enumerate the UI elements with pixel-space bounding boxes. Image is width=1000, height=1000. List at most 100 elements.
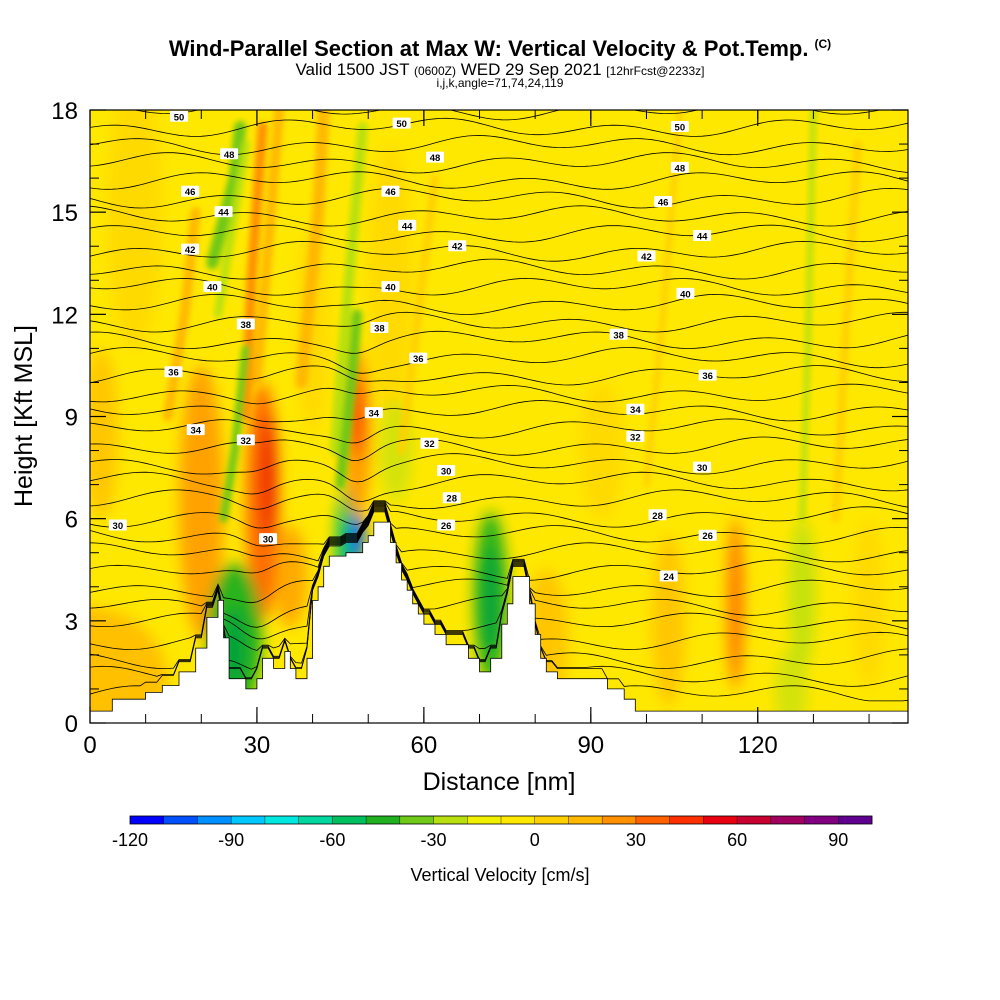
chart-subtitle: Valid 1500 JST (0600Z) WED 29 Sep 2021 [… [295,60,705,79]
theta-contour-label: 30 [259,533,278,546]
theta-contour-label: 28 [442,492,461,505]
isentrope-line [90,507,908,640]
theta-contour-label: 46 [654,195,673,208]
theta-contour-label: 50 [670,121,689,134]
colorbar-swatch [366,816,401,824]
colorbar-swatch [467,816,502,824]
svg-text:36: 36 [413,354,424,365]
x-tick-label: 90 [577,732,604,759]
isentrope-line [90,293,908,315]
colorbar-swatch [838,816,873,824]
theta-contour-label: 46 [181,185,200,198]
isentrope-line [132,110,883,121]
svg-text:40: 40 [385,283,396,294]
svg-text:30: 30 [697,463,708,474]
isentrope-line [90,471,908,502]
isentrope-line [90,224,908,243]
svg-text:30: 30 [441,466,452,477]
svg-text:42: 42 [452,242,463,253]
y-tick-label: 15 [51,200,78,227]
theta-contour-label: 48 [220,148,239,161]
svg-text:34: 34 [630,405,641,416]
colorbar-tick-label: 60 [727,830,747,850]
y-tick-label: 12 [51,302,78,329]
svg-text:50: 50 [675,123,686,134]
velocity-cell [852,518,886,689]
colorbar-swatch [298,816,333,824]
x-tick-label: 30 [244,732,271,759]
theta-contour-label: 48 [426,151,445,164]
isentrope-line [90,383,908,405]
isentrope-line [90,489,908,512]
colorbar-label: Vertical Velocity [cm/s] [410,865,589,885]
velocity-cell [368,144,413,417]
velocity-streak [219,344,250,523]
colorbar-tick-label: -30 [421,830,447,850]
svg-text:28: 28 [446,494,457,505]
colorbar-swatch [197,816,232,824]
svg-text:38: 38 [374,323,385,334]
colorbar-swatch [231,816,266,824]
theta-contour-label: 44 [398,219,417,232]
colorbar-tick-label: 90 [828,830,848,850]
svg-text:46: 46 [658,197,669,208]
velocity-streak [831,140,862,523]
y-tick-label: 3 [65,609,78,636]
colorbar-swatch [130,816,165,824]
svg-text:50: 50 [396,119,407,130]
svg-text:28: 28 [652,511,663,522]
colorbar-tick-label: -60 [319,830,345,850]
svg-text:44: 44 [218,208,229,219]
colorbar-swatch [433,816,468,824]
theta-contour-label: 26 [437,519,456,532]
velocity-cell [727,518,744,689]
isentrope-line [90,508,908,651]
isentrope-line [90,400,908,423]
svg-text:46: 46 [385,187,396,198]
colorbar-tick-label: -90 [218,830,244,850]
isentrope-line [90,503,908,563]
theta-contour-label: 50 [170,110,189,123]
colorbar-swatch [501,816,536,824]
theta-contour-label: 38 [236,318,255,331]
colorbar-tick-label: -120 [112,830,148,850]
colorbar-swatch [264,816,299,824]
svg-text:30: 30 [263,535,274,546]
y-tick-label: 18 [51,98,78,125]
theta-contour-label: 44 [214,206,233,219]
theta-contour-label: 42 [181,243,200,256]
theta-contour-label: 48 [670,161,689,174]
svg-text:38: 38 [241,320,252,331]
velocity-streak [335,309,363,490]
theta-contour-label: 36 [409,352,428,365]
x-axis-label: Distance [nm] [423,768,576,796]
svg-text:44: 44 [697,232,708,243]
x-tick-label: 60 [411,732,438,759]
isentrope-line [90,436,908,462]
svg-text:34: 34 [369,409,380,420]
svg-text:46: 46 [185,187,196,198]
svg-text:26: 26 [702,531,713,542]
svg-text:48: 48 [224,150,235,161]
theta-contour-label: 40 [381,281,400,294]
colorbar-swatch [163,816,198,824]
chart-title: Wind-Parallel Section at Max W: Vertical… [168,36,832,61]
terrain [90,521,908,723]
isentrope-line [90,171,908,190]
colorbar-swatch [804,816,839,824]
isentrope-line [90,240,908,262]
colorbar-tick-label: 0 [530,830,540,850]
svg-text:26: 26 [441,521,452,532]
theta-contour-label: 38 [370,321,389,334]
colorbar-swatch [602,816,637,824]
svg-text:32: 32 [630,432,641,443]
velocity-streak [251,110,285,388]
svg-text:38: 38 [613,330,624,341]
svg-text:40: 40 [680,289,691,300]
theta-contour-label: 30 [693,461,712,474]
theta-contour-label: 32 [236,434,255,447]
theta-contour-label: 32 [420,437,439,450]
theta-contour-label: 44 [693,230,712,243]
velocity-streak [799,110,817,522]
